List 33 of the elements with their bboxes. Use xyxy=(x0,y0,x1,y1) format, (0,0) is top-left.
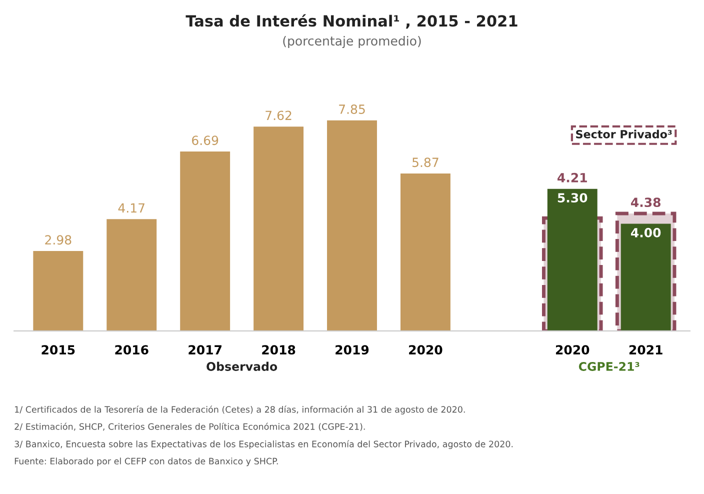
bar xyxy=(254,126,304,331)
x-tick-label: 2020 xyxy=(556,345,590,355)
data-label: 7.62 xyxy=(266,110,292,120)
data-label: 4.17 xyxy=(118,203,144,213)
x-tick-label: 2015 xyxy=(42,345,75,355)
text: CGPE-21³ xyxy=(578,362,640,371)
text: Sector Privado³ xyxy=(576,130,672,138)
data-label: 4.00 xyxy=(630,228,661,238)
data-label: 6.69 xyxy=(192,136,218,146)
source-note: Fuente: Elaborado por el CEFP con datos de Banxico y SHCP. xyxy=(14,458,278,466)
data-label: 5.30 xyxy=(558,193,588,203)
data-label: 4.38 xyxy=(630,198,660,208)
x-tick-label: 2017 xyxy=(188,345,222,355)
x-tick-label: 2016 xyxy=(115,345,148,355)
data-label: 2.98 xyxy=(45,235,72,245)
bar xyxy=(180,152,230,331)
data-label: 5.87 xyxy=(412,158,438,168)
data-label: 7.85 xyxy=(339,104,365,114)
text: 2/ Estimación, SHCP, Criterios Generales de Política Económica 2021 (CGPE-21). xyxy=(14,422,365,431)
x-tick-label: 2020 xyxy=(409,345,442,355)
bar xyxy=(400,174,450,331)
x-tick-label: 2019 xyxy=(336,345,369,355)
bar xyxy=(106,219,157,331)
bar xyxy=(327,120,377,331)
bar xyxy=(33,251,84,331)
text: Observado xyxy=(206,362,278,371)
text: 3/ Banxico, Encuesta sobre las Expectativas de los Especialistas en Economía del Sector Privado, agosto de 2020. xyxy=(14,440,513,450)
chart-title: Tasa de Interés Nominal¹ , 2015 - 2021 xyxy=(186,14,518,29)
text: 1/ Certificados de la Tesorería de la Federación (Cetes) a 28 días, información al 31 de agosto de 2020. xyxy=(15,406,465,414)
data-label: 4.21 xyxy=(558,172,587,182)
x-tick-label: 2021 xyxy=(629,345,662,355)
x-tick-label: 2018 xyxy=(262,345,296,355)
chart-subtitle: (porcentaje promedio) xyxy=(283,36,421,48)
